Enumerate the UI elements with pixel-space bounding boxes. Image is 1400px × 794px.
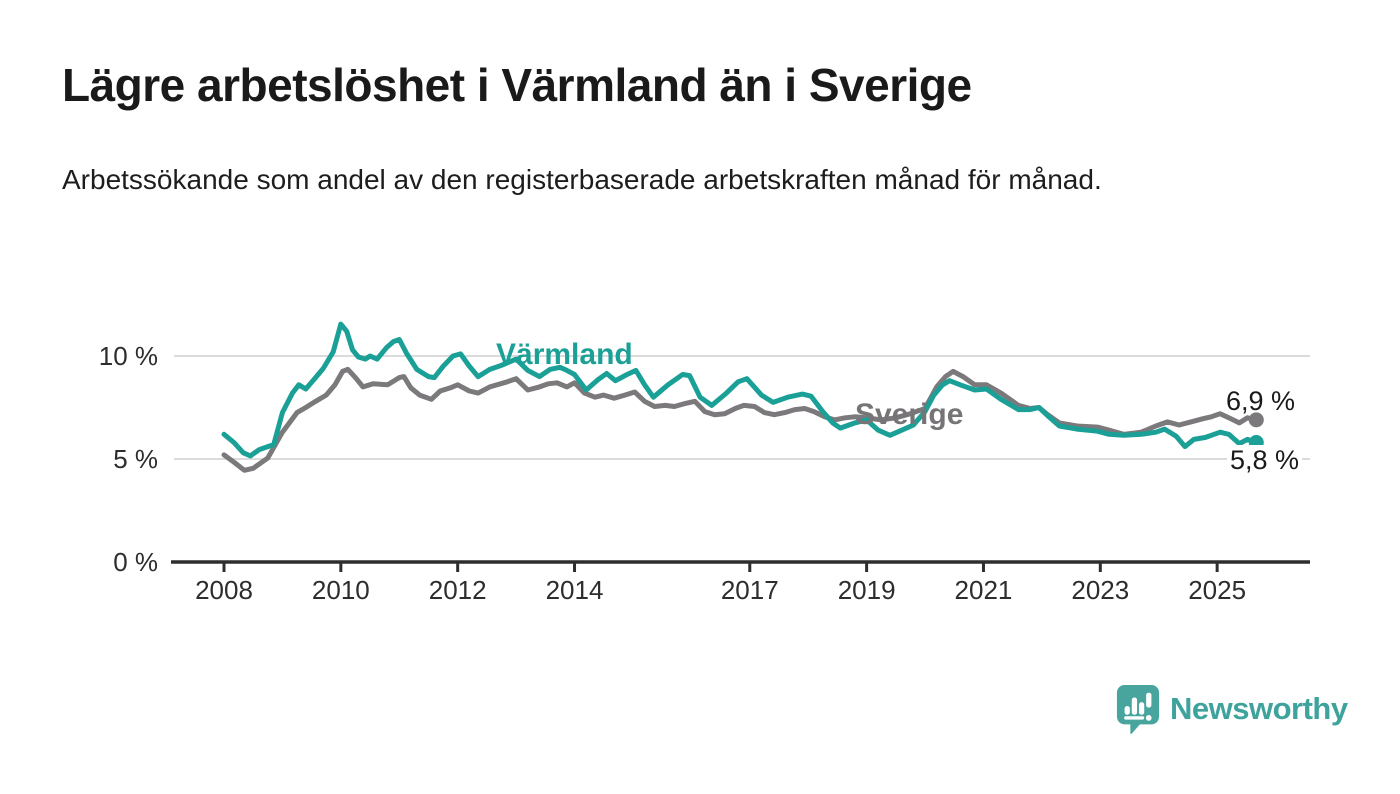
newsworthy-logo: Newsworthy xyxy=(1115,684,1348,734)
x-axis-tick-label: 2012 xyxy=(428,575,487,605)
end-value-label-sverige: 6,9 % xyxy=(1226,386,1296,416)
x-axis-tick-label: 2014 xyxy=(545,575,604,605)
series-line-värmland xyxy=(221,321,1259,459)
y-axis-tick-label: 5 % xyxy=(113,444,158,474)
end-value-label-varmland: 5,8 % xyxy=(1227,445,1303,476)
series-line-sverige xyxy=(221,366,1259,473)
x-axis-tick-label: 2008 xyxy=(195,575,253,605)
series-label-varmland: Värmland xyxy=(496,338,633,371)
x-axis-tick-label: 2023 xyxy=(1071,575,1130,605)
page-title: Lägre arbetslöshet i Värmland än i Sveri… xyxy=(62,59,972,111)
x-axis-tick-label: 2025 xyxy=(1188,575,1247,605)
x-axis-tick-label: 2019 xyxy=(837,575,896,605)
x-axis-tick-label: 2010 xyxy=(311,575,370,605)
x-axis-tick-label: 2021 xyxy=(954,575,1013,605)
y-axis-tick-label: 10 % xyxy=(98,341,158,371)
newsworthy-logo-icon xyxy=(1116,685,1160,734)
series-end-dot-sverige xyxy=(1248,412,1264,428)
x-axis-tick-label: 2017 xyxy=(720,575,779,605)
newsworthy-wordmark: Newsworthy xyxy=(1170,691,1348,726)
y-axis-tick-label: 0 % xyxy=(113,547,158,577)
series-label-sverige: Sverige xyxy=(855,398,964,431)
page-subtitle: Arbetssökande som andel av den registerb… xyxy=(62,164,1102,195)
